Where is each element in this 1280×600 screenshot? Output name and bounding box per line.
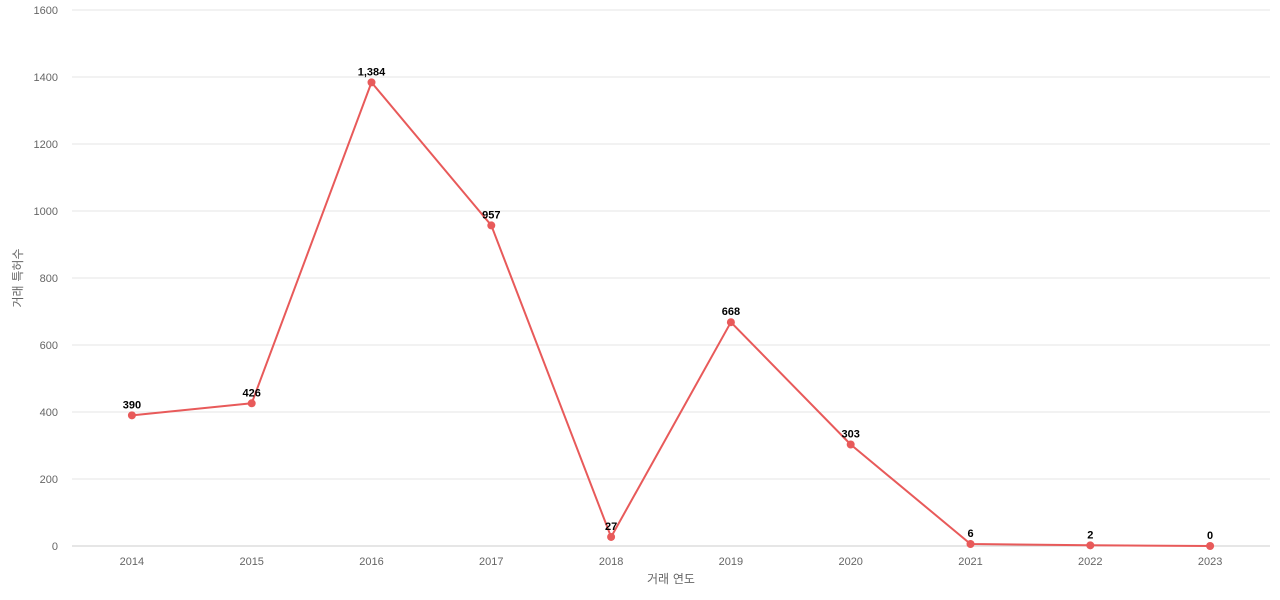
data-point[interactable] xyxy=(247,399,256,408)
x-tick-label: 2019 xyxy=(719,556,743,568)
data-point[interactable] xyxy=(367,78,376,87)
x-tick-label: 2017 xyxy=(479,556,503,568)
x-tick-label: 2015 xyxy=(239,556,263,568)
data-label: 27 xyxy=(605,521,617,533)
y-tick-label: 0 xyxy=(52,541,58,553)
data-point[interactable] xyxy=(1086,541,1095,550)
gridlines xyxy=(72,9,1270,480)
data-label: 426 xyxy=(243,387,261,399)
data-label: 6 xyxy=(967,528,973,540)
data-point[interactable] xyxy=(1206,542,1215,550)
data-label: 668 xyxy=(722,306,740,318)
data-labels: 390 426 1,384 957 27 668 303 6 2 0 xyxy=(123,66,1213,542)
data-point[interactable] xyxy=(846,440,855,449)
series-line-group xyxy=(131,81,1211,547)
y-tick-label: 1600 xyxy=(34,5,58,17)
y-tick-label: 800 xyxy=(40,273,58,285)
x-tick-label: 2014 xyxy=(120,556,144,568)
series-line xyxy=(131,81,1211,547)
x-tick-label: 2021 xyxy=(958,556,982,568)
y-tick-label: 1200 xyxy=(34,139,58,151)
data-label: 303 xyxy=(842,428,860,440)
x-tick-label: 2016 xyxy=(359,556,383,568)
y-tick-label: 200 xyxy=(40,474,58,486)
data-label: 1,384 xyxy=(358,66,386,78)
data-points xyxy=(127,78,1215,550)
y-axis-ticks: 0 200 400 600 800 1000 1200 1400 1600 xyxy=(34,5,58,553)
data-label: 2 xyxy=(1087,529,1093,541)
data-label: 390 xyxy=(123,399,141,411)
x-tick-label: 2023 xyxy=(1198,556,1222,568)
y-tick-label: 1000 xyxy=(34,206,58,218)
data-point[interactable] xyxy=(127,411,136,420)
data-point[interactable] xyxy=(726,318,735,327)
y-axis-title: 거래 특허수 xyxy=(11,248,25,307)
data-label: 957 xyxy=(482,209,500,221)
y-tick-label: 1400 xyxy=(34,72,58,84)
data-label: 0 xyxy=(1207,530,1213,542)
data-point[interactable] xyxy=(607,532,616,541)
x-tick-label: 2022 xyxy=(1078,556,1102,568)
x-tick-label: 2018 xyxy=(599,556,623,568)
data-point[interactable] xyxy=(966,539,975,548)
x-tick-label: 2020 xyxy=(838,556,862,568)
x-axis-title: 거래 연도 xyxy=(647,572,695,586)
data-point[interactable] xyxy=(487,221,496,230)
y-tick-label: 600 xyxy=(40,340,58,352)
x-axis-ticks: 2014 2015 2016 2017 2018 2019 2020 2021 2022 2023 xyxy=(120,556,1223,568)
y-tick-label: 400 xyxy=(40,407,58,419)
